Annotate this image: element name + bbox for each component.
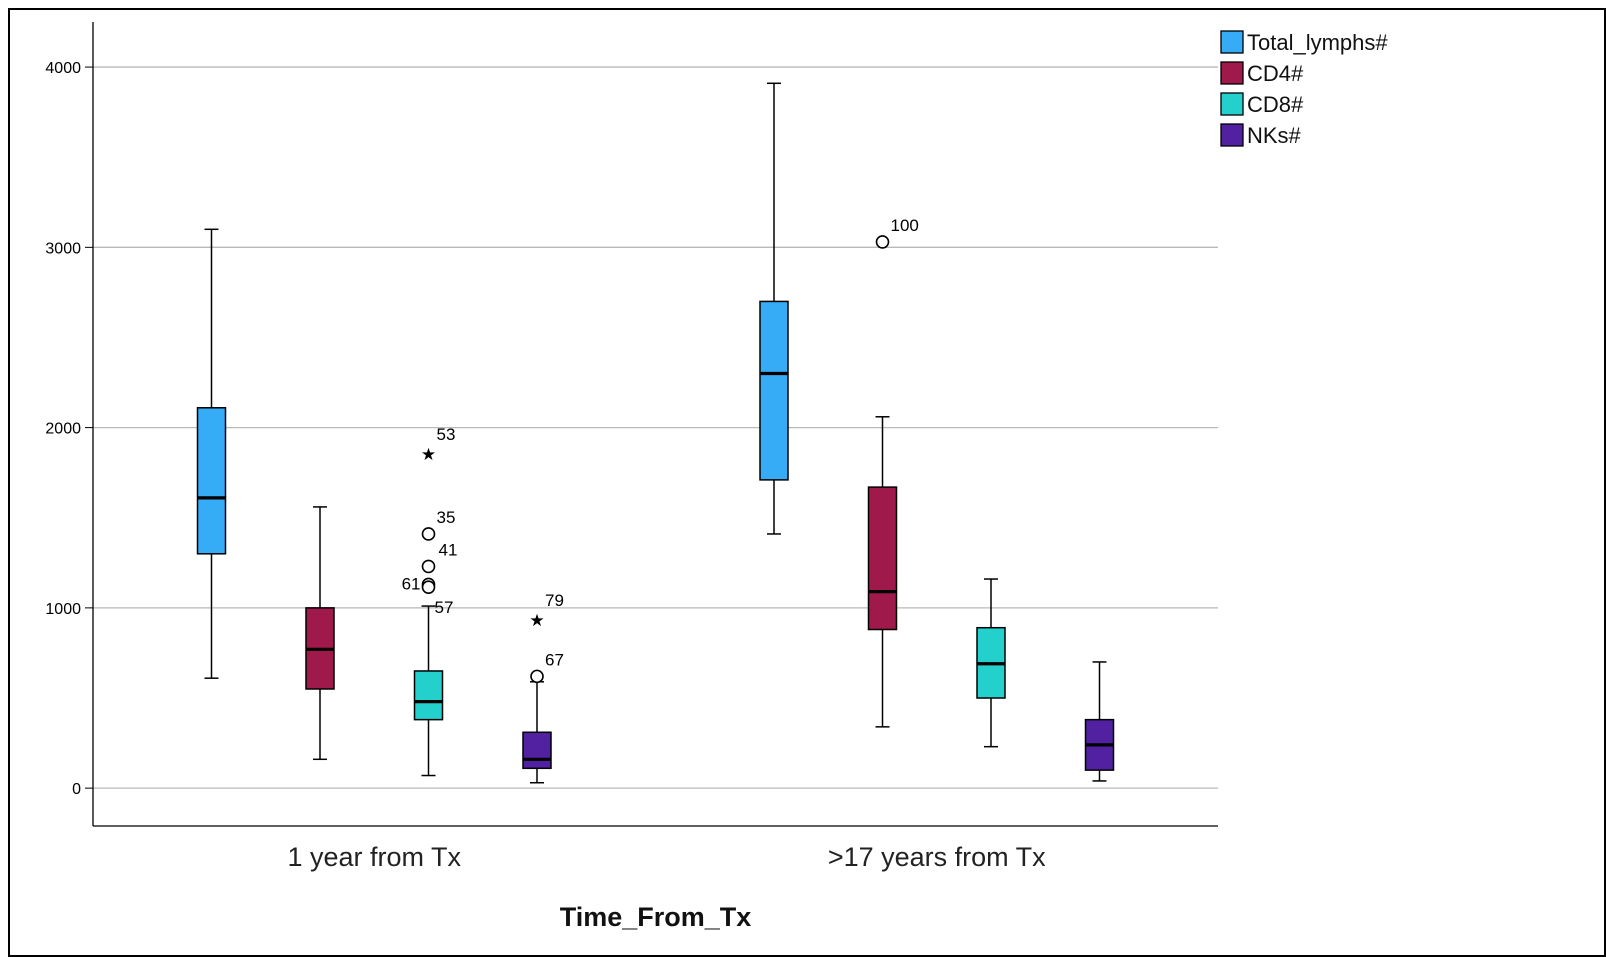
outlier-label: 79 (545, 591, 564, 610)
box-CD8#->17 years from Tx (976, 578, 1006, 748)
outlier-label: 100 (891, 216, 919, 235)
grid-lines (93, 66, 1218, 789)
outlier-circle (530, 669, 544, 684)
legend: Total_lymphs# CD4# CD8# NKs# (1220, 30, 1388, 148)
box-Total_lymphs#-1 year from Tx (196, 228, 227, 679)
legend-label: CD8# (1247, 92, 1304, 117)
box-CD4#->17 years from Tx (867, 416, 898, 728)
legend-label: Total_lymphs# (1247, 30, 1388, 55)
outlier-label: 57 (435, 598, 454, 617)
outlier-label: 53 (437, 425, 456, 444)
legend-label: CD4# (1247, 61, 1304, 86)
box-Total_lymphs#->17 years from Tx (759, 82, 789, 535)
box-series (196, 82, 1115, 784)
outlier-label: 67 (545, 650, 564, 669)
y-axis-ticks: 0 1000 2000 3000 4000 (45, 60, 93, 798)
x-axis-category-labels: 1 year from Tx >17 years from Tx (287, 842, 1046, 872)
outlier-circle (875, 235, 890, 249)
extreme-star: ★ (421, 445, 436, 464)
y-tick-label: 2000 (45, 421, 81, 438)
box-NKs#-1 year from Tx (522, 681, 552, 784)
box-NKs#->17 years from Tx (1084, 661, 1115, 782)
x-category-label: 1 year from Tx (287, 842, 461, 872)
box-iqr (759, 300, 789, 481)
outlier-label: 35 (437, 508, 456, 527)
x-axis-title: Time_From_Tx (560, 902, 752, 932)
box-iqr (867, 486, 898, 631)
outlier-circle (421, 527, 436, 541)
outlier-label: 41 (439, 540, 458, 559)
legend-swatch (1220, 123, 1244, 147)
outlier-circle (421, 559, 436, 574)
box-iqr (522, 731, 552, 770)
x-category-label: >17 years from Tx (828, 842, 1046, 872)
outlier-label: 61 (402, 574, 421, 593)
y-tick-label: 1000 (45, 601, 81, 618)
y-tick-label: 4000 (45, 60, 81, 77)
chart-frame (8, 8, 1606, 957)
box-CD8#-1 year from Tx (413, 605, 444, 777)
box-CD4#-1 year from Tx (305, 506, 335, 761)
outlier-circle (421, 580, 436, 594)
box-iqr (413, 670, 444, 721)
box-iqr (196, 407, 227, 555)
extreme-star: ★ (529, 611, 544, 630)
legend-label: NKs# (1247, 123, 1302, 148)
legend-swatch (1220, 30, 1244, 54)
y-tick-label: 3000 (45, 240, 81, 257)
legend-swatch (1220, 92, 1244, 116)
legend-swatch (1220, 61, 1244, 85)
axes (92, 22, 1218, 827)
y-tick-label: 0 (72, 781, 81, 798)
